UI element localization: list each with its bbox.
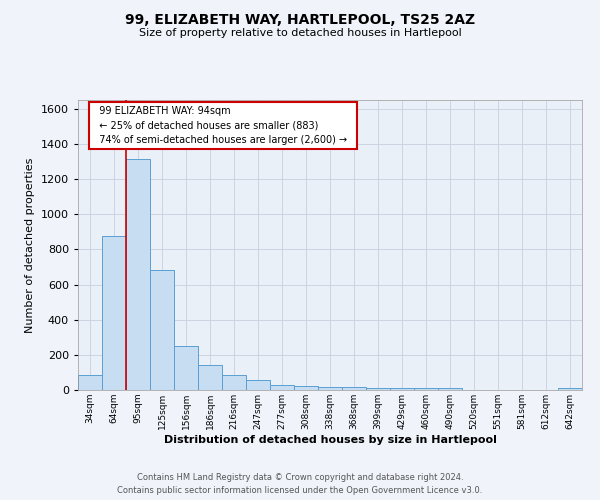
Text: Contains public sector information licensed under the Open Government Licence v3: Contains public sector information licen… [118, 486, 482, 495]
Bar [174, 346, 198, 390]
Bar [222, 374, 246, 390]
Bar [390, 388, 414, 390]
Bar [126, 158, 150, 390]
Bar [438, 388, 462, 390]
Bar [198, 365, 222, 390]
Bar [414, 388, 438, 390]
Text: 99, ELIZABETH WAY, HARTLEPOOL, TS25 2AZ: 99, ELIZABETH WAY, HARTLEPOOL, TS25 2AZ [125, 12, 475, 26]
Bar [342, 388, 366, 390]
Text: Contains HM Land Registry data © Crown copyright and database right 2024.: Contains HM Land Registry data © Crown c… [137, 474, 463, 482]
Bar [246, 380, 270, 390]
Text: 99 ELIZABETH WAY: 94sqm
  ← 25% of detached houses are smaller (883)
  74% of se: 99 ELIZABETH WAY: 94sqm ← 25% of detache… [93, 106, 353, 146]
Bar [366, 388, 390, 390]
Y-axis label: Number of detached properties: Number of detached properties [25, 158, 35, 332]
Bar [558, 388, 582, 390]
Bar [318, 387, 342, 390]
Bar [78, 374, 102, 390]
X-axis label: Distribution of detached houses by size in Hartlepool: Distribution of detached houses by size … [164, 434, 496, 444]
Bar [102, 236, 126, 390]
Bar [270, 384, 294, 390]
Bar [150, 270, 174, 390]
Bar [294, 386, 318, 390]
Text: Size of property relative to detached houses in Hartlepool: Size of property relative to detached ho… [139, 28, 461, 38]
